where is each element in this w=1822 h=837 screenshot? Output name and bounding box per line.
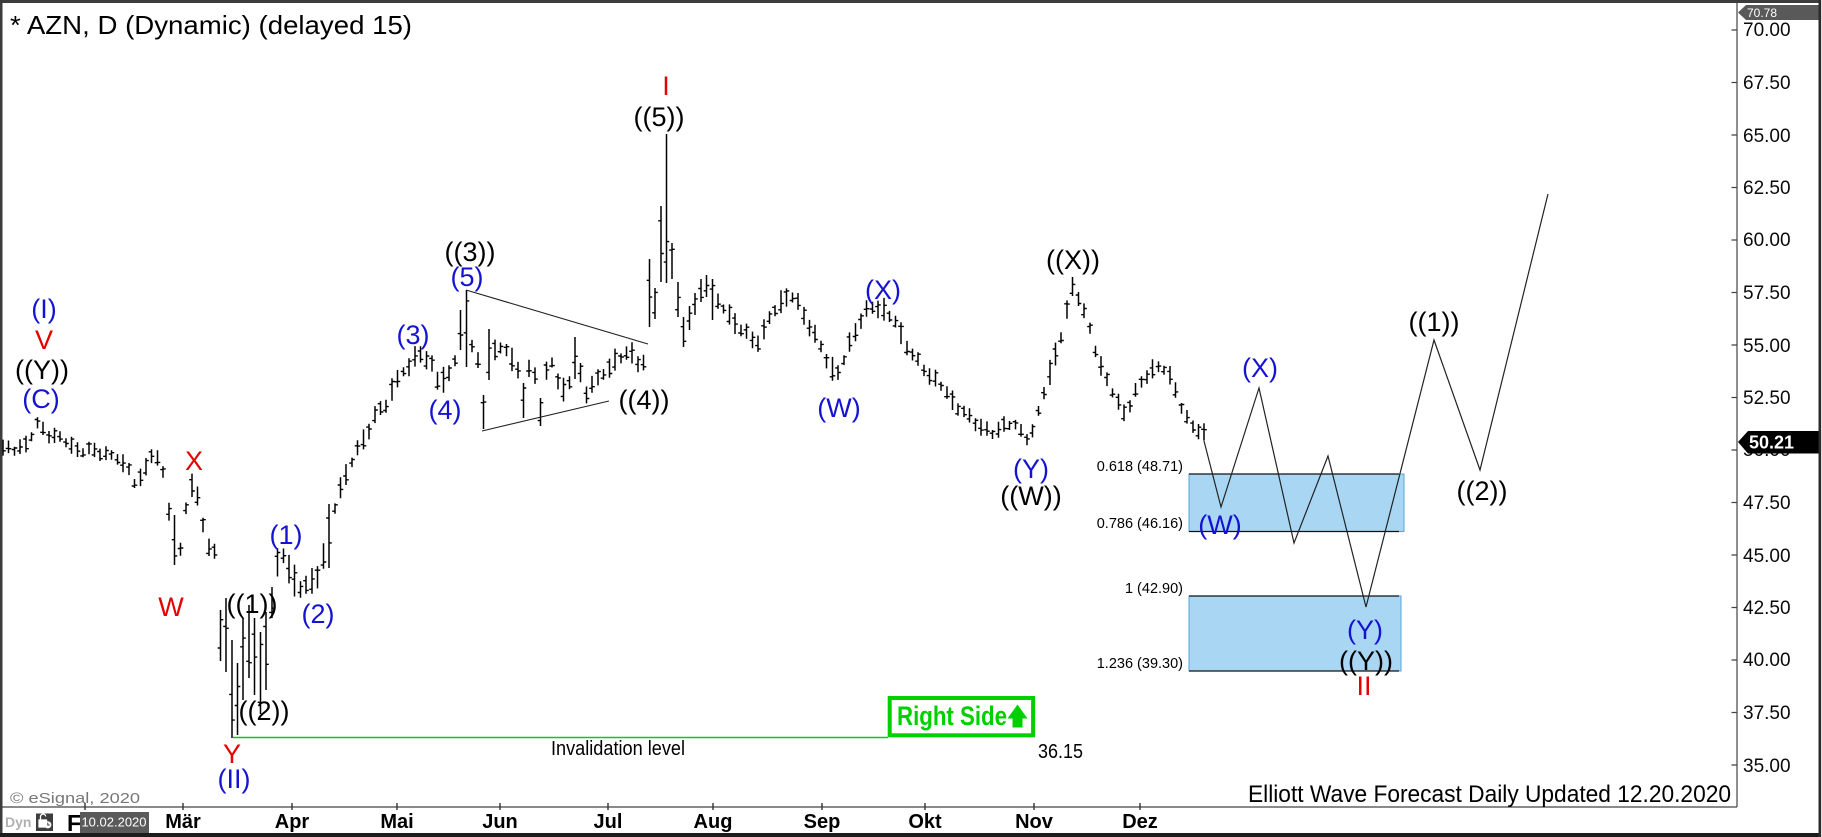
svg-text:(2): (2) bbox=[302, 599, 335, 629]
svg-text:II: II bbox=[1356, 671, 1371, 701]
svg-text:(W): (W) bbox=[817, 393, 860, 423]
svg-text:(W): (W) bbox=[1198, 510, 1241, 540]
svg-text:(Y): (Y) bbox=[1347, 615, 1383, 645]
svg-text:67.50: 67.50 bbox=[1743, 73, 1791, 94]
svg-text:((X)): ((X)) bbox=[1046, 245, 1100, 275]
svg-text:10.02.2020: 10.02.2020 bbox=[81, 815, 146, 830]
svg-text:((1)): ((1)) bbox=[227, 589, 278, 619]
svg-text:Apr: Apr bbox=[275, 811, 310, 833]
svg-text:F: F bbox=[67, 810, 81, 836]
svg-text:1 (42.90): 1 (42.90) bbox=[1125, 581, 1183, 597]
svg-text:Okt: Okt bbox=[908, 811, 942, 833]
svg-text:W: W bbox=[158, 592, 184, 622]
svg-text:52.50: 52.50 bbox=[1743, 388, 1791, 409]
svg-text:Jul: Jul bbox=[594, 811, 623, 833]
svg-text:(X): (X) bbox=[1242, 353, 1278, 383]
svg-text:Sep: Sep bbox=[804, 811, 841, 833]
svg-text:35.00: 35.00 bbox=[1743, 756, 1791, 777]
svg-text:((5)): ((5)) bbox=[634, 102, 685, 132]
svg-text:((1)): ((1)) bbox=[1409, 307, 1460, 337]
svg-text:Invalidation level: Invalidation level bbox=[551, 738, 685, 760]
svg-text:Dez: Dez bbox=[1122, 811, 1158, 833]
svg-text:((3)): ((3)) bbox=[445, 237, 496, 267]
svg-text:Mai: Mai bbox=[380, 811, 413, 833]
svg-text:(3): (3) bbox=[397, 320, 430, 350]
svg-text:37.50: 37.50 bbox=[1743, 703, 1791, 724]
svg-text:(II): (II) bbox=[218, 764, 251, 794]
svg-text:Elliott Wave Forecast Daily Up: Elliott Wave Forecast Daily Updated 12.2… bbox=[1248, 781, 1731, 808]
svg-text:47.50: 47.50 bbox=[1743, 493, 1791, 514]
svg-text:65.00: 65.00 bbox=[1743, 126, 1791, 147]
svg-text:Nov: Nov bbox=[1015, 811, 1054, 833]
svg-text:45.00: 45.00 bbox=[1743, 546, 1791, 567]
svg-text:0.786 (46.16): 0.786 (46.16) bbox=[1097, 516, 1183, 532]
svg-text:40.00: 40.00 bbox=[1743, 650, 1791, 671]
svg-text:(I): (I) bbox=[31, 294, 56, 324]
svg-text:57.50: 57.50 bbox=[1743, 283, 1791, 304]
svg-text:42.50: 42.50 bbox=[1743, 598, 1791, 619]
svg-text:(Y): (Y) bbox=[1013, 454, 1049, 484]
svg-text:((W)): ((W)) bbox=[1000, 481, 1061, 511]
svg-text:* AZN, D (Dynamic) (delayed 15: * AZN, D (Dynamic) (delayed 15) bbox=[10, 10, 412, 40]
svg-text:X: X bbox=[185, 446, 203, 476]
svg-text:Y: Y bbox=[223, 739, 241, 769]
svg-text:0.618 (48.71): 0.618 (48.71) bbox=[1097, 459, 1183, 475]
svg-text:1.236 (39.30): 1.236 (39.30) bbox=[1097, 656, 1183, 672]
svg-text:((2)): ((2)) bbox=[1457, 476, 1508, 506]
svg-text:I: I bbox=[662, 71, 670, 101]
svg-text:(1): (1) bbox=[270, 520, 303, 550]
svg-text:(X): (X) bbox=[865, 275, 901, 305]
svg-text:V: V bbox=[35, 325, 53, 355]
svg-text:50.21: 50.21 bbox=[1749, 433, 1794, 453]
svg-text:(4): (4) bbox=[429, 395, 462, 425]
svg-text:((Y)): ((Y)) bbox=[15, 355, 69, 385]
svg-text:Jun: Jun bbox=[482, 811, 518, 833]
svg-text:62.50: 62.50 bbox=[1743, 178, 1791, 199]
svg-text:36.15: 36.15 bbox=[1038, 741, 1083, 763]
svg-text:((2)): ((2)) bbox=[239, 696, 290, 726]
svg-text:Aug: Aug bbox=[694, 811, 733, 833]
svg-text:Mär: Mär bbox=[165, 811, 201, 833]
svg-text:(5): (5) bbox=[451, 262, 484, 292]
svg-text:((4)): ((4)) bbox=[619, 385, 670, 415]
svg-text:70.78: 70.78 bbox=[1747, 6, 1777, 20]
svg-text:((Y)): ((Y)) bbox=[1339, 646, 1393, 676]
svg-text:(C): (C) bbox=[22, 384, 59, 414]
svg-text:55.00: 55.00 bbox=[1743, 336, 1791, 357]
svg-text:60.00: 60.00 bbox=[1743, 230, 1791, 251]
svg-text:© eSignal, 2020: © eSignal, 2020 bbox=[10, 790, 140, 807]
svg-text:Dyn: Dyn bbox=[5, 814, 31, 830]
svg-text:Right Side: Right Side bbox=[897, 701, 1007, 731]
svg-text:70.00: 70.00 bbox=[1743, 20, 1791, 41]
